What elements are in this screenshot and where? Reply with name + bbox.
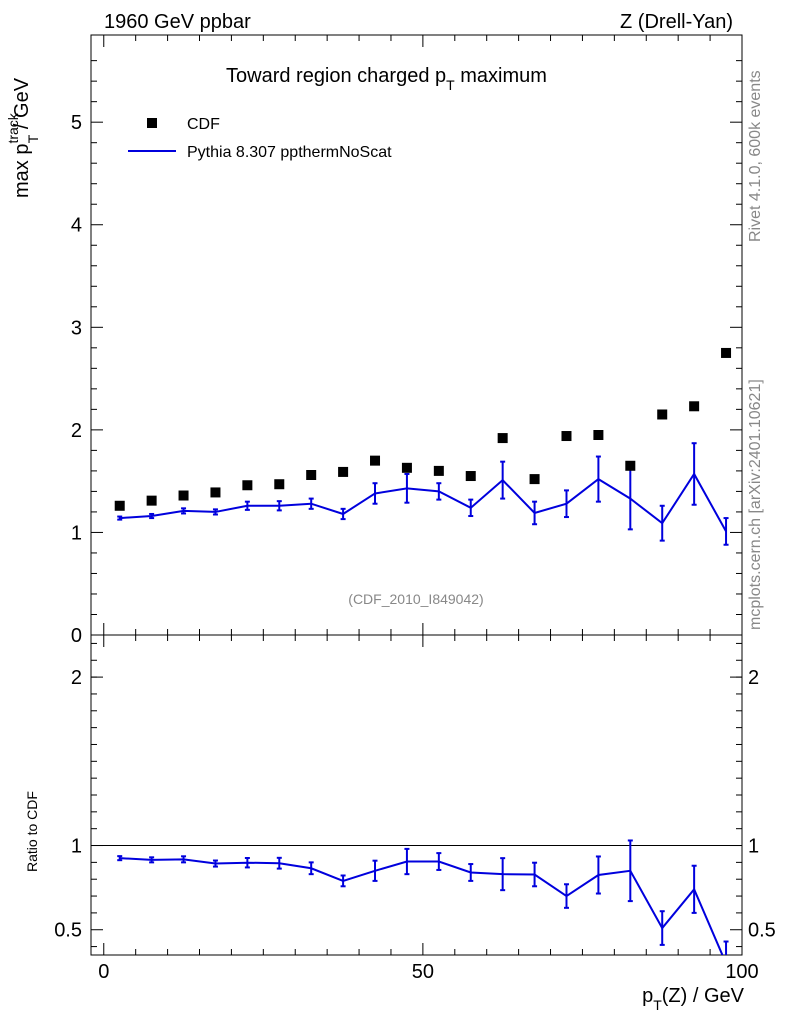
- legend-pythia-label: Pythia 8.307 ppthermNoScat: [187, 144, 392, 161]
- ratio-y-axis-label: Ratio to CDF: [24, 791, 40, 872]
- ratio-panel-frame: [90, 634, 743, 956]
- main-cdf-point: [689, 401, 700, 412]
- main-cdf-point: [625, 460, 636, 471]
- main-cdf-point: [242, 480, 253, 491]
- ratio-y-tick-label: 0.5: [54, 920, 82, 942]
- main-y-tick-label: 0: [71, 625, 82, 647]
- ratio-mc-line: [119, 857, 724, 955]
- main-cdf-point: [433, 465, 444, 476]
- main-axis-ticks: [91, 35, 743, 636]
- main-cdf-series: [114, 347, 732, 511]
- ratio-mc-series: [117, 839, 729, 955]
- main-cdf-point: [370, 455, 381, 466]
- main-mc-line: [119, 472, 727, 532]
- main-cdf-point: [401, 462, 412, 473]
- main-y-tick-label: 2: [71, 420, 82, 442]
- x-tick-label: 0: [98, 961, 109, 983]
- legend-cdf-marker: [147, 118, 157, 128]
- legend: CDF Pythia 8.307 ppthermNoScat: [128, 116, 392, 161]
- ratio-y-tick-label: 2: [71, 667, 82, 689]
- main-cdf-point: [338, 466, 349, 477]
- ratio-y-tick-label: 1: [71, 836, 82, 858]
- main-y-tick-labels: 0 1 2 3 4 5: [71, 112, 82, 647]
- main-y-tick-label: 5: [71, 112, 82, 134]
- ratio-y-tick-label-right: 2: [748, 667, 759, 689]
- header-left: 1960 GeV ppbar: [104, 11, 251, 33]
- mcplots-label: mcplots.cern.ch [arXiv:2401.10621]: [747, 379, 764, 630]
- x-tick-label: 100: [725, 961, 758, 983]
- main-y-axis-label: max ptrack T / GeV: [5, 77, 41, 198]
- ratio-mc-group: [117, 839, 729, 955]
- main-mc-series: [117, 442, 729, 546]
- main-cdf-point: [561, 431, 572, 442]
- main-cdf-point: [114, 500, 125, 511]
- main-y-tick-label: 1: [71, 522, 82, 544]
- analysis-watermark: (CDF_2010_I849042): [348, 591, 483, 607]
- main-cdf-point: [465, 471, 476, 482]
- ratio-y-tick-labels: 0.5 0.5 1 1 2 2: [54, 667, 776, 942]
- main-cdf-point: [529, 474, 540, 485]
- main-cdf-point: [146, 495, 157, 506]
- legend-cdf-label: CDF: [187, 116, 220, 133]
- x-axis-label: pT(Z) / GeV: [642, 985, 745, 1013]
- main-cdf-point: [593, 430, 604, 440]
- main-title: Toward region charged pT maximum: [226, 65, 547, 93]
- ratio-y-tick-label-right: 0.5: [748, 920, 776, 942]
- rivet-label: Rivet 4.1.0, 600k events: [747, 70, 764, 242]
- ratio-axis-ticks: [91, 635, 743, 955]
- main-y-tick-label: 3: [71, 317, 82, 339]
- main-y-tick-label: 4: [71, 215, 82, 237]
- main-cdf-point: [178, 490, 189, 501]
- main-cdf-point: [274, 479, 285, 490]
- main-cdf-point: [497, 433, 508, 444]
- header-right: Z (Drell-Yan): [620, 11, 733, 33]
- x-tick-label: 50: [412, 961, 434, 983]
- ratio-y-tick-label-right: 1: [748, 836, 759, 858]
- main-cdf-point: [721, 347, 732, 358]
- main-cdf-point: [210, 487, 221, 498]
- main-cdf-point: [657, 409, 668, 420]
- main-cdf-point: [306, 470, 317, 480]
- ratio-x-tick-labels: 0 50 100: [98, 961, 758, 983]
